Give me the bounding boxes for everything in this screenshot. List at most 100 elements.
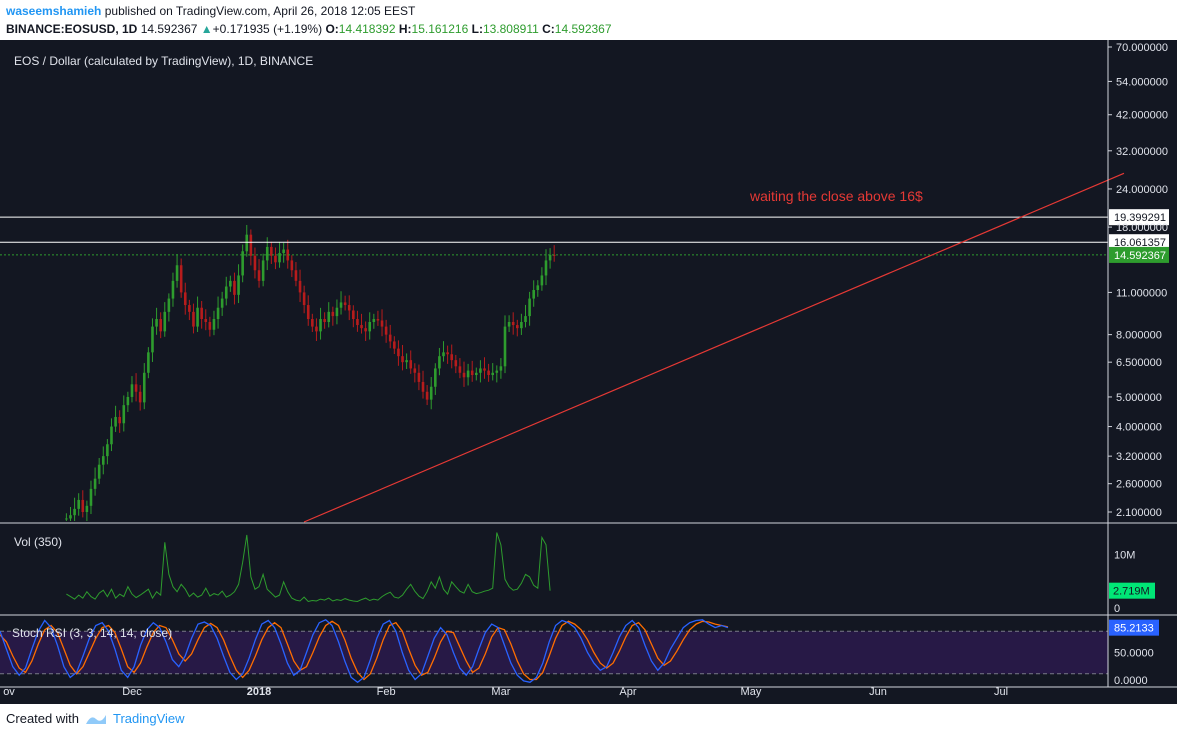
close-label: C: bbox=[542, 22, 555, 36]
candle-body bbox=[69, 515, 72, 519]
candle-body bbox=[515, 325, 519, 329]
candle-body bbox=[442, 352, 445, 357]
volume-tick-label: 0 bbox=[1114, 603, 1120, 615]
candle-body bbox=[438, 356, 441, 369]
level-label: 19.399291 bbox=[1114, 212, 1166, 224]
candle-body bbox=[368, 321, 372, 332]
candle-body bbox=[208, 321, 212, 330]
candle-body bbox=[532, 290, 535, 299]
candle-body bbox=[544, 260, 548, 276]
tradingview-link[interactable]: TradingView bbox=[112, 711, 185, 726]
candle-body bbox=[290, 260, 294, 271]
volume-pane[interactable]: 10M 0 2.719M bbox=[0, 532, 1177, 616]
high-label: H: bbox=[398, 22, 412, 36]
candle-body bbox=[270, 246, 273, 256]
candle-body bbox=[347, 305, 351, 311]
candle-body bbox=[134, 384, 138, 392]
time-axis[interactable]: ov Dec 2018 Feb Mar Apr May Jun Jul bbox=[3, 686, 1008, 698]
last-price: 14.592367 bbox=[140, 22, 198, 36]
candle-body bbox=[220, 298, 224, 308]
last-price-label: 14.592367 bbox=[1114, 250, 1166, 262]
candle-body bbox=[175, 265, 179, 281]
symbol-info: BINANCE:EOSUSD, 1D 14.592367 ▲+0.171935 … bbox=[6, 22, 612, 36]
candle-body bbox=[401, 356, 404, 363]
rsi-k-line bbox=[0, 619, 729, 684]
close-value: 14.592367 bbox=[554, 22, 612, 36]
last-price-badge bbox=[1109, 246, 1169, 263]
candle-body bbox=[93, 478, 97, 489]
candle-body bbox=[376, 319, 380, 321]
candle-body bbox=[446, 352, 449, 355]
candle-body bbox=[229, 280, 232, 287]
candle-body bbox=[429, 386, 433, 400]
candle-body bbox=[237, 275, 240, 295]
candle-body bbox=[507, 321, 511, 327]
candle-body bbox=[253, 255, 257, 271]
candle-body bbox=[278, 253, 281, 263]
created-with-text: Created with bbox=[6, 711, 79, 726]
low-value: 13.808911 bbox=[482, 22, 539, 36]
candle-body bbox=[479, 368, 482, 373]
candle-body bbox=[204, 319, 208, 322]
volume-line bbox=[66, 532, 551, 603]
candle-body bbox=[118, 416, 121, 424]
candle-body bbox=[282, 249, 285, 254]
level-label: 16.061357 bbox=[1114, 237, 1166, 249]
candle-body bbox=[138, 391, 142, 403]
stoch-rsi-pane[interactable]: 50.0000 0.0000 85.2133 bbox=[0, 619, 1177, 688]
candle-body bbox=[159, 319, 162, 332]
candle-body bbox=[212, 319, 216, 330]
candle-body bbox=[487, 370, 490, 376]
tradingview-logo-icon[interactable] bbox=[85, 712, 107, 726]
candle-body bbox=[520, 321, 523, 329]
annotation-text: waiting the close above 16$ bbox=[749, 188, 923, 204]
candle-body bbox=[319, 319, 322, 332]
candle-body bbox=[163, 311, 167, 332]
candle-body bbox=[110, 426, 113, 445]
price-tick-label: 5.000000 bbox=[1116, 392, 1162, 404]
candle-body bbox=[245, 234, 249, 252]
candle-body bbox=[114, 416, 117, 427]
candle-body bbox=[73, 508, 76, 516]
rsi-last-badge bbox=[1109, 619, 1159, 636]
candle-body bbox=[352, 310, 355, 320]
candle-body bbox=[393, 341, 396, 349]
candle-body bbox=[536, 285, 540, 291]
candle-body bbox=[183, 292, 187, 306]
candle-body bbox=[417, 372, 421, 382]
candle-body bbox=[409, 360, 413, 369]
candle-body bbox=[458, 366, 462, 373]
price-change: +0.171935 (+1.19%) bbox=[212, 22, 323, 36]
stoch-rsi-label: Stoch RSI (3, 3, 14, 14, close) bbox=[12, 626, 172, 640]
trendline bbox=[303, 172, 1125, 523]
candle-body bbox=[552, 254, 556, 256]
candle-body bbox=[286, 249, 290, 261]
author-link[interactable]: waseemshamieh bbox=[6, 4, 102, 18]
candle-body bbox=[462, 372, 466, 378]
up-arrow-icon: ▲ bbox=[200, 22, 213, 36]
candle-body bbox=[524, 316, 527, 322]
price-tick-label: 6.500000 bbox=[1116, 357, 1162, 369]
candle-body bbox=[315, 326, 318, 332]
candle-body bbox=[331, 311, 335, 317]
candle-body bbox=[89, 488, 93, 506]
price-pane[interactable] bbox=[0, 172, 1177, 524]
chart-title: EOS / Dollar (calculated by TradingView)… bbox=[14, 54, 313, 68]
price-tick-label: 8.000000 bbox=[1116, 330, 1162, 342]
candle-body bbox=[425, 391, 429, 400]
time-tick-label: ov bbox=[3, 686, 15, 698]
candle-body bbox=[356, 319, 359, 326]
candle-body bbox=[483, 368, 486, 371]
candle-body bbox=[405, 360, 408, 363]
candle-body bbox=[475, 372, 478, 376]
candle-body bbox=[528, 298, 531, 317]
time-tick-label: Jun bbox=[869, 686, 887, 698]
candle-body bbox=[261, 260, 265, 281]
price-tick-label: 24.000000 bbox=[1116, 184, 1168, 196]
chart-canvas[interactable]: 10M 0 2.719M 50.0000 0.0000 85.2133 19.39929… bbox=[0, 40, 1177, 704]
rsi-tick-label: 50.0000 bbox=[1114, 648, 1154, 660]
candle-body bbox=[85, 505, 89, 512]
candle-body bbox=[106, 444, 109, 457]
candle-body bbox=[540, 275, 544, 286]
